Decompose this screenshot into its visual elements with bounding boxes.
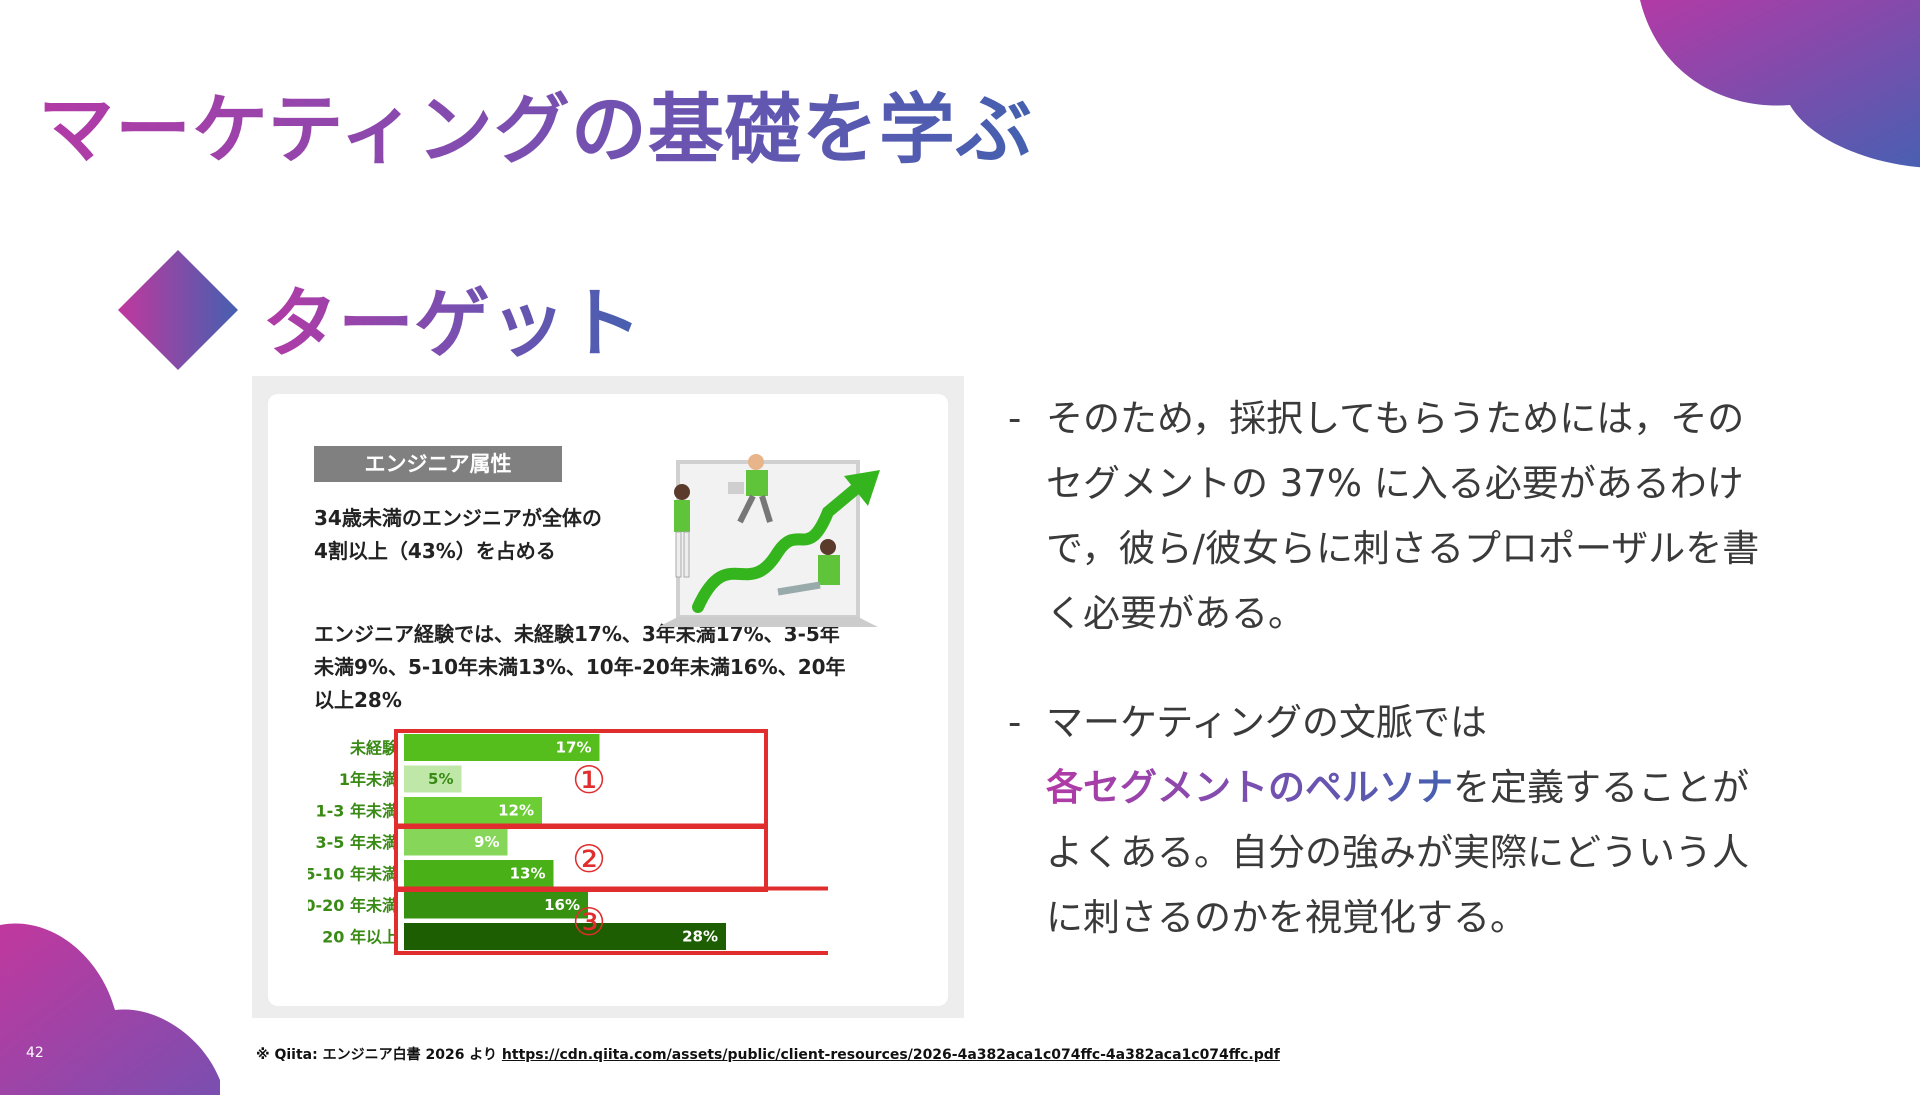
page-number: 42 [26,1045,44,1061]
bar-category-label: 1年未満 [339,770,398,789]
bar-value-label: 12% [498,802,534,820]
bar-category-label: 5-10 年未満 [308,865,398,884]
slide-title: マーケティングの基礎を学ぶ [38,68,1033,178]
bar-category-label: 未経験 [349,739,399,758]
bullet-text-rest: を定義することが よくある。自分の強みが実際にどういう人 に刺さるのかを視覚化す… [1046,766,1749,939]
bar-category-label: 1-3 年未満 [316,802,398,821]
figure-card: エンジニア属性 34歳未満のエンジニアが全体の 4割以上（43%）を占める エン… [268,394,948,1006]
bullet-dash: - [1008,701,1022,744]
bar-value-label: 17% [556,739,592,757]
bullet-text: マーケティングの文脈では 各セグメントのペルソナを定義することが よくある。自分… [1046,690,1806,950]
bar-category-label: 10-20 年未満 [308,896,398,915]
experience-bar-chart: 未経験 17% 1年未満 5% 1-3 年未満 12% 3-5 年未満 9% 5-10 年未満 1… [308,729,828,955]
bar [404,860,554,887]
persona-highlight: 各セグメントのペルソナ [1046,766,1453,809]
engineer-attributes-figure: エンジニア属性 34歳未満のエンジニアが全体の 4割以上（43%）を占める エン… [252,376,964,1018]
bar [404,923,726,950]
group-number-label: ③ [572,900,606,944]
bullet-dash: - [1008,397,1022,440]
bar [404,797,542,824]
group-number-label: ② [572,837,606,881]
corner-decoration-bottom-left [0,923,220,1095]
bullet-text: そのため，採択してもらうためには，その セグメントの 37% に入る必要があるわ… [1046,397,1760,635]
bar [404,765,462,793]
bar-category-label: 3-5 年未満 [316,833,398,852]
bar [404,828,508,856]
corner-decoration-top-right [1640,0,1920,168]
group-highlight-box [394,886,828,955]
section-heading: ターゲット [262,262,642,372]
growth-illustration [658,454,880,627]
figure-tag: エンジニア属性 [314,446,562,482]
source-link[interactable]: https://cdn.qiita.com/assets/public/clie… [501,1047,1280,1063]
bar [404,734,600,761]
source-prefix: ※ Qiita: エンジニア白書 2026 より [256,1047,498,1063]
bar [404,891,588,919]
bullet-text-line1: マーケティングの文脈では [1046,701,1488,744]
bar-value-label: 9% [474,833,499,851]
figure-headline: 34歳未満のエンジニアが全体の 4割以上（43%）を占める [314,506,602,563]
bar-value-label: 16% [544,896,580,914]
bar-category-label: 20 年以上 [322,928,398,947]
bar-value-label: 28% [682,928,718,946]
diamond-bullet-icon [118,250,238,370]
group-number-label: ① [572,758,606,802]
source-note: ※ Qiita: エンジニア白書 2026 より https://cdn.qii… [256,1044,1280,1064]
bar-value-label: 13% [510,865,546,883]
bar-value-label: 5% [428,770,453,788]
